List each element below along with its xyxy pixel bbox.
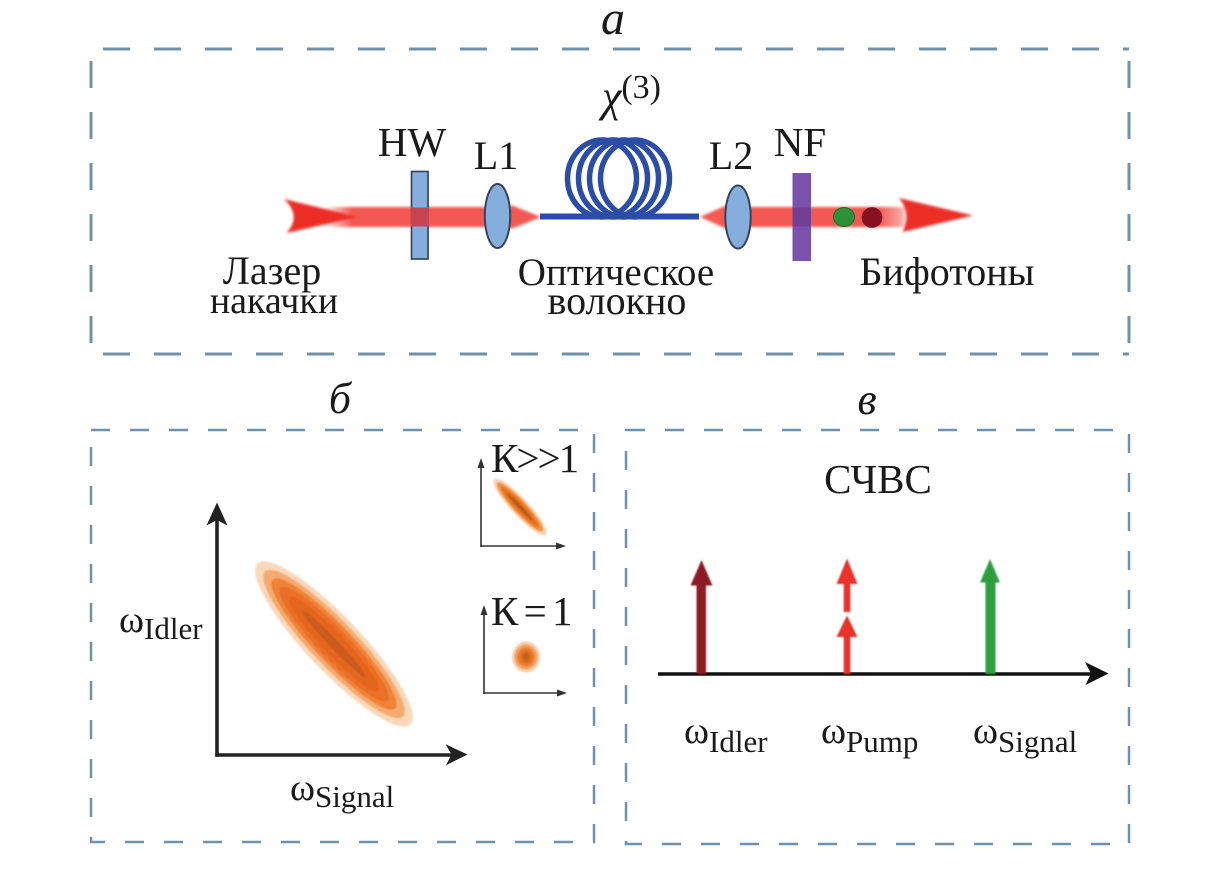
svg-text:в: в: [857, 375, 876, 424]
svg-text:L2: L2: [709, 133, 753, 178]
svg-text:К>>1: К>>1: [491, 435, 578, 481]
svg-text:К = 1: К = 1: [491, 588, 571, 634]
svg-text:СЧВС: СЧВС: [824, 456, 932, 502]
svg-text:Оптическое: Оптическое: [518, 251, 714, 294]
svg-text:ωIdler: ωIdler: [119, 599, 203, 646]
svg-text:NF: NF: [774, 119, 826, 165]
svg-text:Бифотоны: Бифотоны: [860, 249, 1035, 294]
svg-text:Лазер: Лазер: [223, 248, 321, 293]
svg-text:HW: HW: [378, 119, 447, 165]
svg-text:a: a: [601, 0, 625, 45]
svg-text:накачки: накачки: [210, 280, 338, 322]
svg-text:L1: L1: [474, 133, 518, 178]
svg-text:волокно: волокно: [548, 278, 687, 323]
svg-text:б: б: [329, 374, 353, 423]
